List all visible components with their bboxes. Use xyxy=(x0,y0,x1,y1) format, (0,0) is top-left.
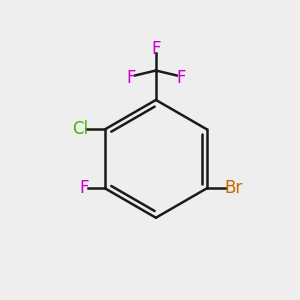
Text: Cl: Cl xyxy=(72,120,88,138)
Text: Br: Br xyxy=(224,179,242,197)
Text: F: F xyxy=(79,179,88,197)
Text: F: F xyxy=(176,69,186,87)
Text: F: F xyxy=(126,69,136,87)
Text: F: F xyxy=(151,40,160,58)
